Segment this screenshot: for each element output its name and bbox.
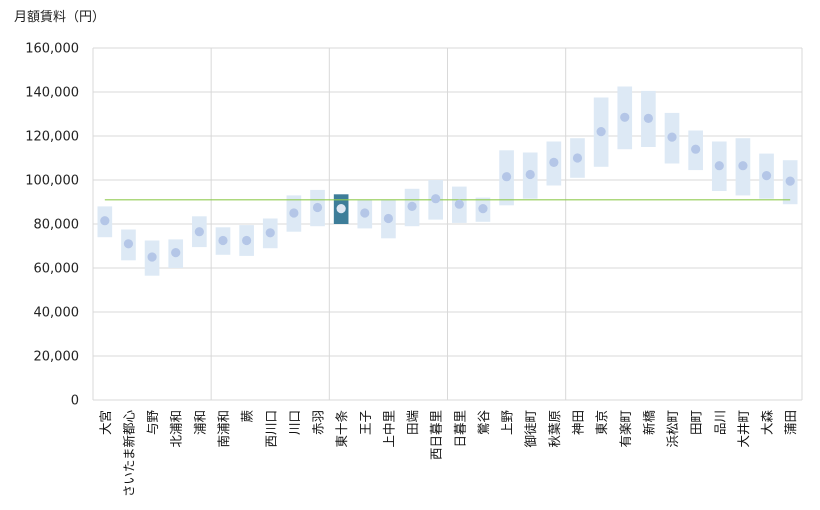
median-dot: [336, 204, 346, 214]
x-tick-label: 東京: [594, 410, 609, 435]
x-tick-layer: 大宮 さいたま新都心 与野 北浦和 浦和 南浦和蕨西川口 川口 赤羽 東十条 王子 上中里 田端 西日暮…: [98, 410, 798, 498]
x-tick-label: 秋葉原: [547, 410, 562, 448]
x-tick-label: 北浦和: [169, 410, 184, 448]
median-dot: [218, 235, 228, 246]
median-dot: [194, 227, 204, 237]
median-dot: [714, 161, 724, 171]
grid-layer: [92, 47, 803, 401]
median-dot: [265, 228, 275, 238]
y-tick-label: 100,000: [25, 174, 79, 189]
x-tick-label: 日暮里: [452, 410, 467, 448]
median-dot: [667, 132, 677, 142]
x-tick-label: 南浦和: [216, 410, 231, 448]
median-dot: [454, 199, 464, 209]
x-tick-label: 鶯谷: [476, 410, 491, 436]
y-tick-label: 40,000: [34, 306, 80, 321]
x-tick-label: 川口: [287, 410, 302, 435]
median-dot: [360, 208, 370, 218]
median-dot: [383, 213, 394, 224]
median-dot: [525, 169, 535, 180]
median-dot: [147, 252, 157, 262]
dot-layer: [100, 112, 795, 262]
median-dot: [549, 157, 559, 167]
x-tick-label: 大井町: [736, 410, 751, 448]
median-dot: [501, 172, 512, 182]
x-tick-label: 神田: [570, 410, 585, 435]
median-dot: [785, 176, 795, 186]
x-tick-label: 与野: [145, 410, 160, 436]
median-dot: [761, 171, 772, 181]
median-dot: [123, 239, 134, 249]
median-dot: [407, 201, 417, 211]
x-tick-label: 有楽町: [618, 410, 633, 448]
y-tick-label: 60,000: [34, 262, 80, 277]
x-tick-label: 上野: [500, 410, 515, 436]
median-dot: [289, 208, 299, 218]
y-tick-label: 160,000: [25, 42, 79, 57]
median-dot: [171, 248, 181, 258]
x-tick-label: 王子: [358, 410, 373, 435]
y-tick-label: 20,000: [34, 350, 80, 365]
median-dot: [643, 113, 653, 123]
x-tick-label: 赤羽: [311, 410, 326, 435]
x-tick-label: 御徒町: [523, 410, 538, 448]
median-dot: [620, 112, 630, 122]
median-dot: [596, 127, 606, 137]
x-tick-label: 西日暮里: [429, 410, 444, 460]
x-tick-label: 上中里: [381, 410, 396, 448]
x-tick-label: 蒲田: [783, 410, 798, 435]
median-dot: [242, 235, 252, 246]
median-dot: [431, 194, 441, 204]
x-tick-label: 田端: [405, 410, 420, 435]
x-tick-label: 蕨: [240, 410, 255, 423]
y-tick-label: 80,000: [34, 218, 80, 233]
median-dot: [738, 161, 748, 171]
median-dot: [312, 202, 323, 213]
x-tick-label: 田町: [689, 410, 704, 435]
x-tick-label: 新橋: [641, 410, 656, 436]
y-tick-layer: 0 20,000 40,000 60,000 80,000 100,000 120,000 1…: [25, 42, 79, 409]
y-axis-title: 月額賃料（円）: [14, 10, 106, 25]
median-dot: [478, 204, 488, 214]
x-tick-label: 西川口: [263, 410, 278, 448]
median-dot: [691, 144, 701, 154]
y-tick-label: 120,000: [25, 130, 79, 145]
x-tick-label: 大宮: [98, 410, 113, 435]
y-tick-label: 0: [71, 394, 79, 409]
x-tick-label: 浦和: [192, 410, 207, 435]
x-tick-label: 東十条: [334, 410, 349, 448]
y-tick-label: 140,000: [25, 86, 79, 101]
x-tick-label: 浜松町: [665, 410, 680, 448]
x-tick-label: さいたま新都心: [121, 410, 136, 498]
median-dot: [572, 153, 583, 163]
median-dot: [100, 216, 110, 226]
x-tick-label: 品川: [712, 410, 727, 435]
x-tick-label: 大森: [760, 410, 775, 436]
